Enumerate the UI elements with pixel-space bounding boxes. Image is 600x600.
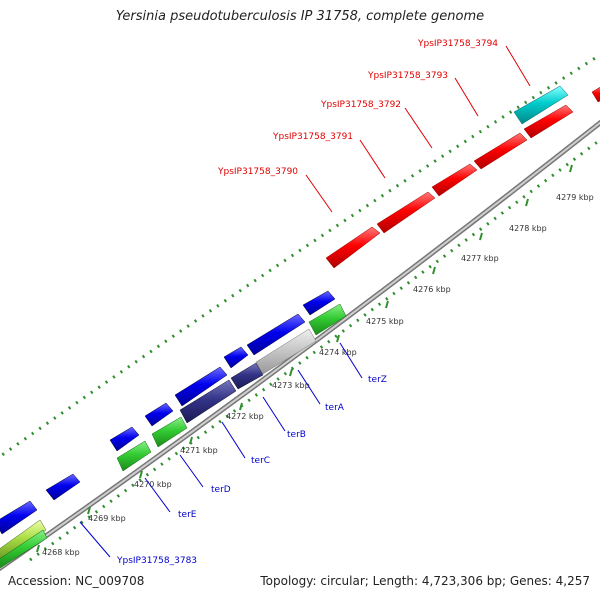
gene-ypsip31758-3791[interactable] [376, 191, 436, 234]
genome-summary-text: Topology: circular; Length: 4,723,306 bp… [260, 574, 590, 588]
gene-cyan[interactable] [513, 85, 569, 125]
gene-terc[interactable] [179, 379, 237, 424]
gene-lime[interactable] [0, 519, 47, 561]
gene-terd[interactable] [151, 416, 188, 448]
ruler-ticks [36, 164, 573, 553]
gene-blue[interactable] [45, 473, 81, 501]
outer-ruler [0, 53, 600, 459]
gene-blue[interactable] [223, 346, 249, 369]
gene-blue[interactable] [174, 366, 228, 407]
kbp-label: 4274 kbp [319, 348, 357, 357]
map-title: Yersinia pseudotuberculosis IP 31758, co… [115, 9, 485, 24]
gene-ypsip31758-3793[interactable] [473, 132, 528, 170]
kbp-label: 4270 kbp [134, 480, 172, 489]
kbp-label: 4268 kbp [42, 548, 80, 557]
label-terz[interactable]: terZ [368, 375, 387, 385]
kbp-label: 4279 kbp [556, 193, 594, 202]
label-terc[interactable]: terC [251, 456, 270, 466]
blue-gene-track [0, 290, 336, 535]
kbp-label: 4276 kbp [413, 285, 451, 294]
label-tera[interactable]: terA [325, 403, 345, 413]
inner-ruler [29, 138, 600, 562]
gene-blue[interactable] [302, 290, 336, 316]
kbp-tick-labels: 4268 kbp 4269 kbp 4270 kbp 4271 kbp 4272… [42, 193, 594, 557]
red-callouts [305, 45, 531, 213]
label-ypsip31758-3793[interactable]: YpsIP31758_3793 [367, 71, 448, 81]
gene-green[interactable] [0, 529, 48, 569]
gene-terb[interactable] [230, 362, 264, 390]
kbp-label: 4272 kbp [226, 412, 264, 421]
label-terb[interactable]: terB [287, 430, 306, 440]
label-ypsip31758-3794[interactable]: YpsIP31758_3794 [417, 39, 498, 49]
gene-red-partial[interactable] [591, 86, 600, 103]
kbp-label: 4271 kbp [180, 446, 218, 455]
label-ypsip31758-3783[interactable]: YpsIP31758_3783 [116, 556, 197, 566]
red-gene-track [325, 86, 600, 269]
gene-tere[interactable] [116, 440, 152, 472]
gene-terz[interactable] [308, 303, 347, 336]
gene-blue[interactable] [246, 313, 306, 356]
ter-gene-track [0, 303, 347, 569]
genome-backbone-highlight [0, 121, 600, 570]
label-terd[interactable]: terD [211, 485, 231, 495]
label-tere[interactable]: terE [178, 510, 197, 520]
blue-callouts [79, 342, 363, 558]
kbp-label: 4275 kbp [366, 317, 404, 326]
gene-blue[interactable] [144, 402, 174, 427]
label-ypsip31758-3790[interactable]: YpsIP31758_3790 [217, 167, 298, 177]
label-ypsip31758-3792[interactable]: YpsIP31758_3792 [320, 100, 401, 110]
kbp-label: 4269 kbp [88, 514, 126, 523]
kbp-label: 4273 kbp [272, 381, 310, 390]
kbp-label: 4278 kbp [509, 224, 547, 233]
gene-ypsip31758-3790[interactable] [325, 226, 381, 269]
gene-blue[interactable] [109, 426, 140, 452]
label-ypsip31758-3791[interactable]: YpsIP31758_3791 [272, 132, 353, 142]
accession-text: Accession: NC_009708 [8, 574, 145, 588]
gene-ypsip31758-3792[interactable] [431, 163, 478, 197]
gene-tera[interactable] [255, 328, 317, 375]
gene-ypsip31758-3794[interactable] [523, 104, 574, 139]
gene-blue[interactable] [0, 500, 38, 535]
kbp-label: 4277 kbp [461, 254, 499, 263]
